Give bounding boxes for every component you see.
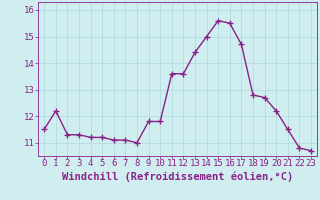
X-axis label: Windchill (Refroidissement éolien,°C): Windchill (Refroidissement éolien,°C): [62, 171, 293, 182]
